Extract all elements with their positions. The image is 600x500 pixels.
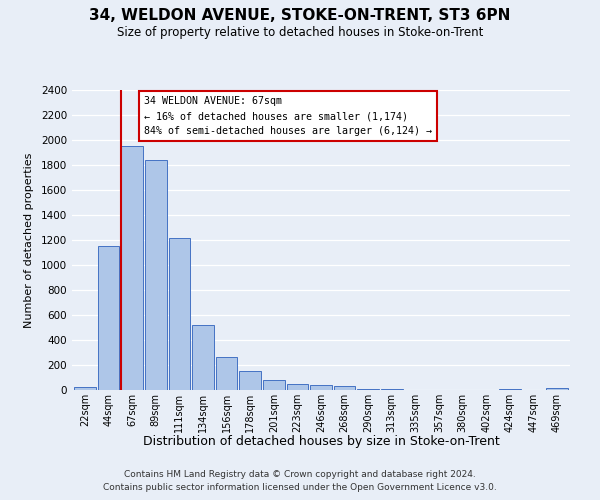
Text: Size of property relative to detached houses in Stoke-on-Trent: Size of property relative to detached ho…: [117, 26, 483, 39]
Bar: [121, 146, 143, 390]
Bar: [310, 385, 332, 390]
Text: 34 WELDON AVENUE: 67sqm
← 16% of detached houses are smaller (1,174)
84% of semi: 34 WELDON AVENUE: 67sqm ← 16% of detache…: [144, 96, 432, 136]
Bar: [334, 386, 355, 390]
Bar: [263, 380, 284, 390]
Text: Contains public sector information licensed under the Open Government Licence v3: Contains public sector information licen…: [103, 482, 497, 492]
Bar: [546, 388, 568, 390]
Bar: [287, 384, 308, 390]
Bar: [192, 325, 214, 390]
Bar: [98, 246, 119, 390]
Bar: [169, 238, 190, 390]
Text: Contains HM Land Registry data © Crown copyright and database right 2024.: Contains HM Land Registry data © Crown c…: [124, 470, 476, 479]
Y-axis label: Number of detached properties: Number of detached properties: [24, 152, 34, 328]
Text: 34, WELDON AVENUE, STOKE-ON-TRENT, ST3 6PN: 34, WELDON AVENUE, STOKE-ON-TRENT, ST3 6…: [89, 8, 511, 22]
Bar: [216, 357, 238, 390]
Bar: [381, 389, 403, 390]
Bar: [74, 387, 96, 390]
Bar: [145, 160, 167, 390]
Text: Distribution of detached houses by size in Stoke-on-Trent: Distribution of detached houses by size …: [143, 435, 499, 448]
Bar: [499, 389, 521, 390]
Bar: [239, 371, 261, 390]
